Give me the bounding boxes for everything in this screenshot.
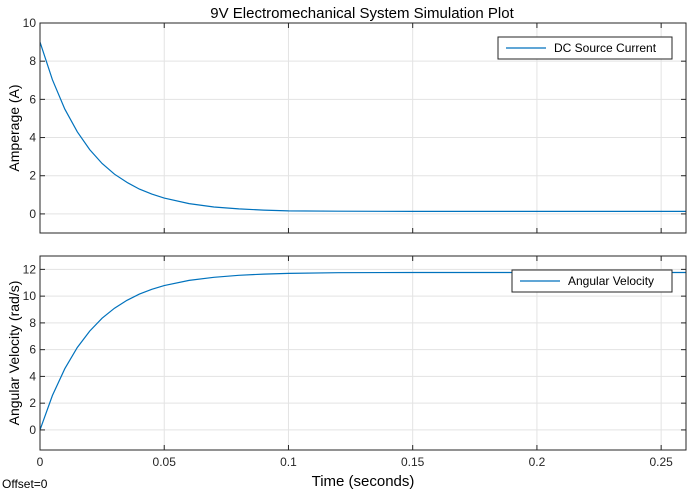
chart-panel-2: 0 2 4 6 8 10 12 0 0.05 0.1 0.15 0.2 0.25 Angular Velo… (6, 255, 687, 490)
axes-box (39, 255, 687, 451)
x-tick-label: 0.05 (153, 455, 177, 469)
y-tick-label: 4 (29, 131, 36, 145)
y-tick-label: 2 (29, 396, 36, 410)
y-tick-label: 6 (29, 343, 36, 357)
x-tick-label: 0.25 (649, 455, 673, 469)
y-axis-label: Amperage (A) (6, 84, 22, 171)
chart-panel-1: 0 2 4 6 8 10 Amperage (A) DC Source Current (6, 16, 687, 234)
y-tick-label: 8 (29, 316, 36, 330)
y-tick-label: 8 (29, 54, 36, 68)
x-axis-label: Time (seconds) (312, 473, 415, 490)
series-line-1 (39, 41, 686, 212)
y-tick-label: 4 (29, 369, 36, 383)
y-tick-label: 0 (29, 423, 36, 437)
legend: Angular Velocity (511, 269, 673, 293)
legend-box (511, 269, 673, 293)
offset-label: Offset=0 (2, 477, 48, 491)
legend-box (497, 36, 673, 60)
y-tick-label: 10 (23, 16, 37, 30)
legend-label: DC Source Current (554, 41, 657, 55)
y-tick-label: 6 (29, 92, 36, 106)
y-axis-label: Angular Velocity (rad/s) (6, 281, 22, 426)
chart-area: 0 2 4 6 8 10 Amperage (A) DC Source Current 0 2 4 6… (6, 16, 687, 490)
figure-title: 9V Electromechanical System Simulation P… (210, 5, 514, 22)
y-tick-label: 0 (29, 207, 36, 221)
y-tick-label: 12 (23, 262, 37, 276)
axes-box (39, 22, 687, 234)
legend: DC Source Current (497, 36, 673, 60)
x-tick-label: 0.15 (401, 455, 425, 469)
y-tick-label: 10 (23, 289, 37, 303)
x-tick-label: 0 (37, 455, 44, 469)
y-tick-label: 2 (29, 169, 36, 183)
x-tick-label: 0.2 (529, 455, 546, 469)
x-tick-label: 0.1 (280, 455, 297, 469)
legend-label: Angular Velocity (568, 274, 654, 288)
series-line-2 (39, 271, 686, 431)
